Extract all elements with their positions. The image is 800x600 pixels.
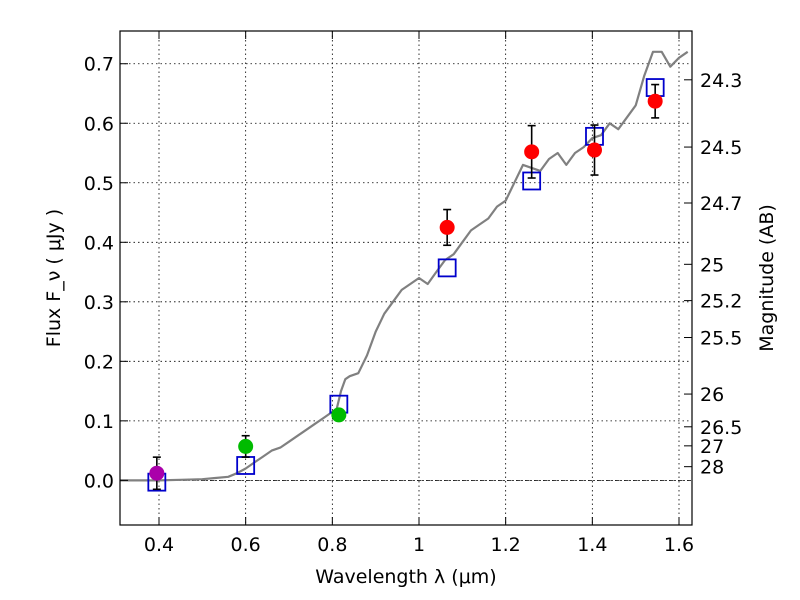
y-axis-right-label: Magnitude (AB) [756,204,778,352]
y-tick-label: 0.6 [84,113,114,135]
y-tick-label: 0.3 [84,292,114,314]
x-axis-label: Wavelength λ (μm) [315,566,496,588]
x-tick-label: 1.2 [491,534,521,556]
observed-point [149,465,165,481]
y-tick-label: 0.1 [84,411,114,433]
observed-point [331,407,347,423]
axis-ticks: 0.4 0.6 0.8 1 1.2 1.4 1.6 0.0 0.1 0.2 0.3 0.4 0.5 0.6… [84,31,742,556]
y-tick-label: 0.7 [84,54,114,76]
y-tick-label: 0.2 [84,351,114,373]
right-tick-label: 26 [700,384,724,406]
plot-frame [119,30,693,526]
y-axis-label: Flux F_ν ( μJy ) [43,209,65,347]
right-tick-label: 24.5 [700,137,742,159]
x-tick-label: 1.6 [664,534,694,556]
observed-point [439,219,455,235]
plot-area [120,50,689,492]
right-tick-label: 25 [700,254,724,276]
y-tick-label: 0.4 [84,232,114,254]
observed-point [587,142,602,158]
x-tick-label: 0.6 [231,534,261,556]
y-tick-label: 0.0 [84,470,114,492]
right-tick-label: 24.3 [700,70,742,92]
model-photometry-square [437,258,457,278]
y-tick-label: 0.5 [84,173,114,195]
x-tick-label: 0.8 [317,534,347,556]
grid [120,31,692,525]
x-tick-label: 0.4 [144,534,174,556]
right-tick-label: 26.5 [700,417,742,439]
right-tick-label: 28 [700,457,724,479]
observed-point [238,438,254,454]
right-tick-label: 24.7 [700,193,742,215]
right-tick-label: 25.5 [700,328,742,350]
x-tick-label: 1 [413,534,425,556]
model-spectrum-line [120,50,689,482]
right-tick-label: 25.2 [700,291,742,313]
observed-point [524,144,540,160]
right-tick-label: 27 [700,436,724,458]
x-tick-label: 1.4 [577,534,607,556]
observed-point [647,93,663,109]
